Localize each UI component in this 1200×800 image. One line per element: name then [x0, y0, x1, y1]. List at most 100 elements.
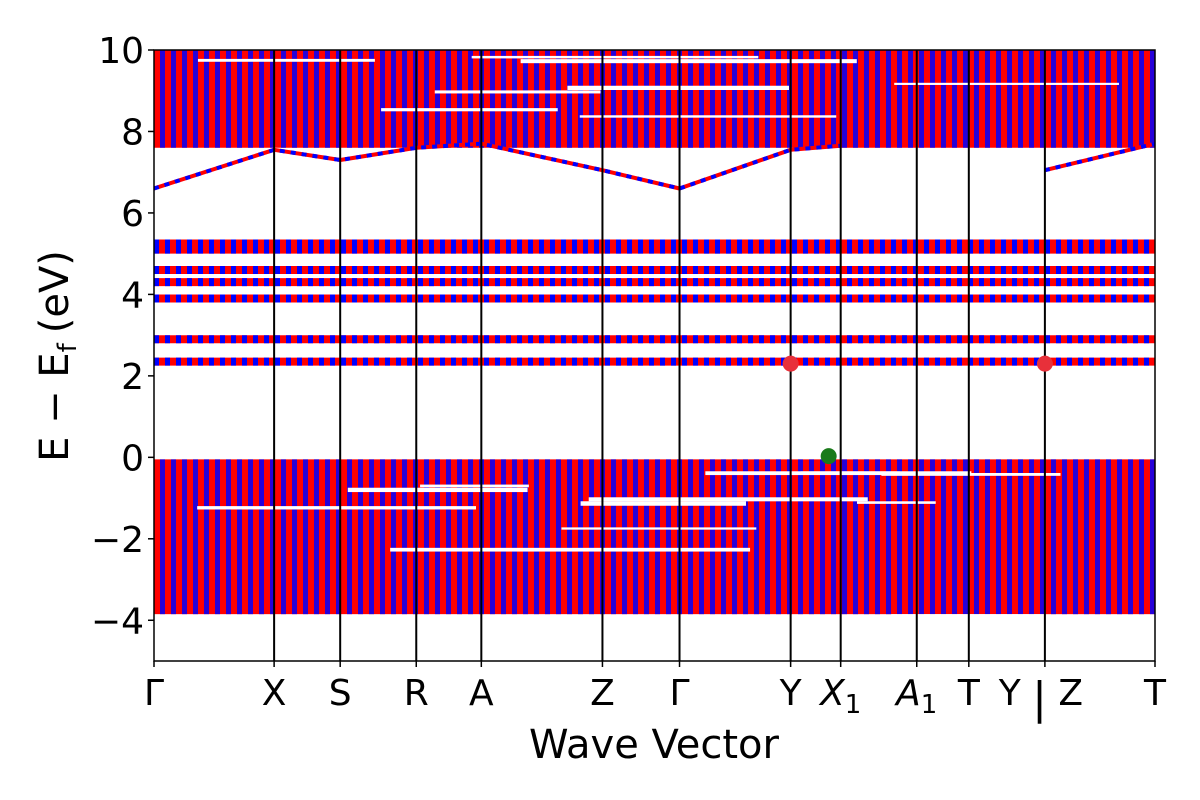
- blue-stripe: [435, 50, 440, 148]
- blue-stripe: [292, 459, 297, 615]
- y-axis-title-sub: f: [53, 342, 83, 352]
- dispersive-band-blue: [154, 141, 841, 191]
- blue-stripe: [182, 50, 187, 148]
- blue-stripe: [831, 50, 836, 148]
- blue-stripe: [490, 459, 495, 615]
- band-edge-markers: [782, 355, 1053, 465]
- blue-stripe: [721, 50, 726, 148]
- blue-stripe: [1029, 459, 1034, 615]
- band-gap: [561, 527, 757, 530]
- blue-stripe: [996, 50, 1001, 148]
- blue-stripe: [314, 459, 319, 615]
- vbm-marker: [820, 448, 837, 465]
- blue-stripe: [820, 50, 825, 148]
- y-tick-label: 6: [121, 194, 144, 235]
- x-tick-label: Γ: [669, 673, 689, 714]
- blue-stripe: [380, 50, 385, 148]
- x-tick-label: T: [1143, 673, 1167, 714]
- band-gap: [434, 90, 601, 94]
- blue-stripe: [347, 459, 352, 615]
- blue-stripe: [523, 459, 528, 615]
- band-gap: [579, 115, 837, 118]
- blue-stripe: [545, 459, 550, 615]
- blue-stripe: [776, 459, 781, 615]
- blue-stripe: [402, 459, 407, 615]
- x-tick-label-sub: 1: [845, 690, 862, 720]
- blue-stripe: [710, 459, 715, 615]
- blue-stripe: [655, 459, 660, 615]
- blue-stripe: [875, 50, 880, 148]
- band-gap: [705, 471, 972, 476]
- blue-stripe: [1128, 459, 1133, 615]
- blue-stripe: [897, 50, 902, 148]
- blue-stripe: [325, 50, 330, 148]
- band-gap: [420, 484, 529, 488]
- blue-stripe: [1040, 50, 1045, 148]
- blue-stripe: [391, 50, 396, 148]
- bands-layer: [154, 50, 1155, 617]
- band-gap: [197, 58, 375, 62]
- x-tick-label-main: A: [894, 673, 921, 714]
- blue-stripe: [589, 459, 594, 615]
- blue-stripe: [556, 459, 561, 615]
- blue-stripe: [996, 459, 1001, 615]
- blue-stripe: [1062, 50, 1067, 148]
- blue-stripe: [578, 50, 583, 148]
- blue-stripe: [512, 459, 517, 615]
- blue-stripe: [336, 50, 341, 148]
- band-gap: [588, 497, 868, 502]
- x-tick-label-right: Z: [1047, 673, 1083, 714]
- blue-stripe: [842, 459, 847, 615]
- blue-stripe: [1029, 50, 1034, 148]
- blue-stripe: [1007, 50, 1012, 148]
- blue-stripe: [567, 50, 572, 148]
- band-gap: [197, 506, 477, 510]
- blue-stripe: [270, 459, 275, 615]
- blue-stripe: [1128, 50, 1133, 148]
- blue-stripe: [743, 50, 748, 148]
- band-region-conduction-high-gaps: [197, 55, 1119, 118]
- blue-stripe: [930, 50, 935, 148]
- blue-stripe: [347, 50, 352, 148]
- blue-stripe: [182, 459, 187, 615]
- blue-stripe: [765, 50, 770, 148]
- blue-stripe: [798, 50, 803, 148]
- high-symmetry-lines: [273, 50, 1046, 661]
- blue-stripe: [1095, 50, 1100, 148]
- x-tick-label: A: [469, 673, 494, 714]
- blue-stripe: [655, 50, 660, 148]
- blue-stripe: [270, 50, 275, 148]
- blue-stripe: [908, 459, 913, 615]
- blue-stripe: [809, 50, 814, 148]
- x-tick-label-left: Y: [998, 673, 1032, 714]
- blue-stripe: [402, 50, 407, 148]
- blue-stripe: [314, 50, 319, 148]
- y-axis-title-main: E − E: [32, 352, 78, 462]
- blue-stripe: [886, 459, 891, 615]
- blue-stripe: [556, 50, 561, 148]
- blue-stripe: [699, 459, 704, 615]
- x-tick-label: Y | Z: [998, 673, 1083, 724]
- blue-stripe: [941, 50, 946, 148]
- x-tick-label-sub: 1: [921, 690, 938, 720]
- blue-stripe: [765, 459, 770, 615]
- y-tick-label: 4: [121, 275, 144, 316]
- blue-stripe: [622, 459, 627, 615]
- blue-stripe: [875, 459, 880, 615]
- blue-stripe: [1095, 459, 1100, 615]
- blue-stripe: [842, 50, 847, 148]
- blue-stripe: [237, 459, 242, 615]
- band-gap: [891, 614, 1044, 617]
- band-gap: [881, 472, 1061, 476]
- blue-stripe: [1150, 50, 1155, 148]
- blue-stripe: [226, 459, 231, 615]
- blue-stripe: [1062, 459, 1067, 615]
- blue-stripe: [787, 459, 792, 615]
- blue-stripe: [303, 459, 308, 615]
- blue-stripe: [457, 50, 462, 148]
- blue-stripe: [1073, 50, 1078, 148]
- blue-stripe: [369, 459, 374, 615]
- blue-stripe: [1106, 50, 1111, 148]
